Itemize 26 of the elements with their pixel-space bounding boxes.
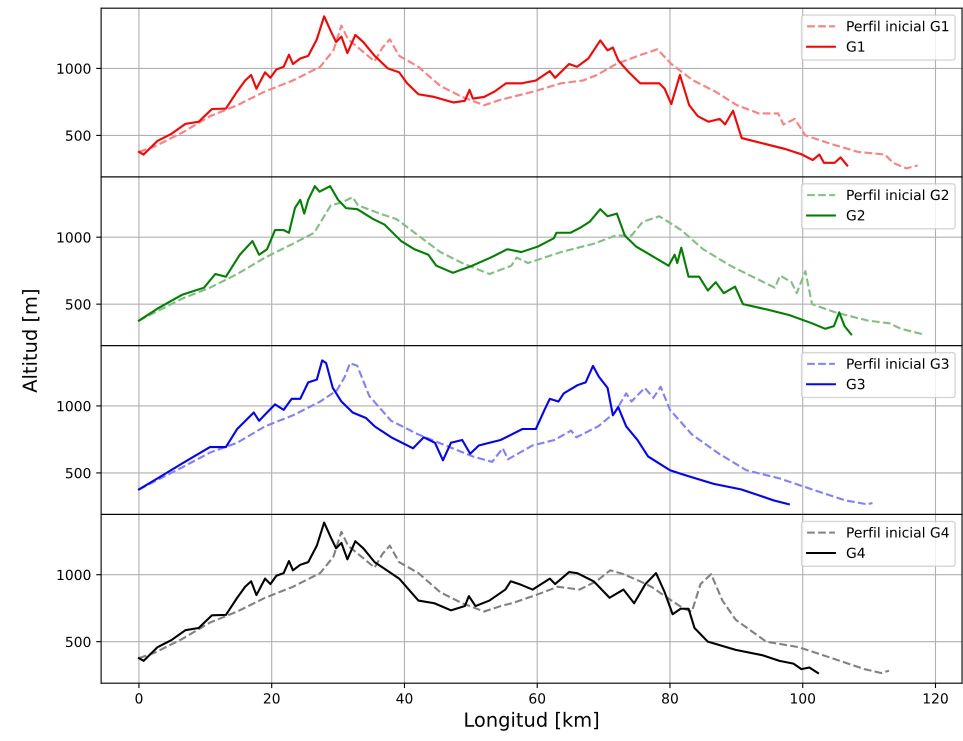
x-tick-label: 80 bbox=[662, 693, 678, 704]
legend-label: G1 bbox=[846, 41, 864, 52]
y-tick-label: 1000 bbox=[58, 400, 90, 412]
y-tick-label: 500 bbox=[66, 130, 90, 141]
legend-label: Perfil inicial G4 bbox=[847, 526, 949, 538]
x-tick-label: 60 bbox=[529, 693, 546, 704]
x-tick-label: 20 bbox=[264, 693, 280, 704]
y-tick-label: 1000 bbox=[58, 63, 90, 74]
x-axis-title: Longitud [km] bbox=[465, 712, 598, 731]
x-tick-label: 0 bbox=[135, 693, 142, 704]
y-tick-label: 500 bbox=[66, 468, 90, 478]
legend-label: Perfil inicial G2 bbox=[847, 189, 948, 200]
y-tick-label: 500 bbox=[66, 636, 90, 648]
legend-label: Perfil inicial G1 bbox=[847, 20, 948, 32]
legend-label: G3 bbox=[846, 378, 864, 390]
y-tick-label: 1000 bbox=[58, 570, 90, 580]
y-axis-title: Altitud [m] bbox=[22, 290, 40, 393]
y-tick-label: 1000 bbox=[58, 232, 90, 243]
legend-label: G4 bbox=[846, 548, 865, 558]
y-tick-label: 500 bbox=[66, 299, 90, 310]
x-tick-label: 40 bbox=[396, 693, 412, 704]
x-tick-label: 120 bbox=[924, 693, 948, 704]
legend-label: Perfil inicial G3 bbox=[847, 358, 948, 369]
line-series bbox=[138, 15, 848, 167]
x-tick-label: 100 bbox=[791, 693, 816, 704]
legend-label: G2 bbox=[846, 210, 864, 221]
